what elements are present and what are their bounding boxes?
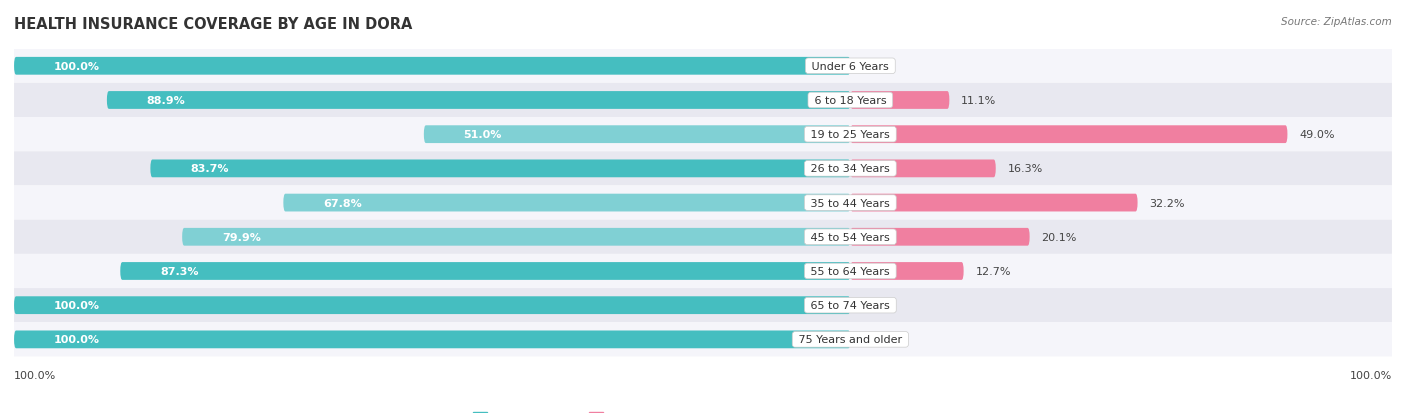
- FancyBboxPatch shape: [107, 92, 851, 109]
- FancyBboxPatch shape: [851, 126, 1288, 144]
- FancyBboxPatch shape: [851, 228, 1029, 246]
- Text: HEALTH INSURANCE COVERAGE BY AGE IN DORA: HEALTH INSURANCE COVERAGE BY AGE IN DORA: [14, 17, 412, 31]
- FancyBboxPatch shape: [851, 92, 949, 109]
- FancyBboxPatch shape: [14, 118, 1392, 152]
- FancyBboxPatch shape: [150, 160, 851, 178]
- FancyBboxPatch shape: [14, 297, 851, 314]
- Text: 0.0%: 0.0%: [862, 300, 890, 311]
- FancyBboxPatch shape: [121, 262, 851, 280]
- FancyBboxPatch shape: [14, 254, 1392, 288]
- Text: 100.0%: 100.0%: [1350, 370, 1392, 380]
- Text: 0.0%: 0.0%: [862, 335, 890, 344]
- Text: 45 to 54 Years: 45 to 54 Years: [807, 232, 893, 242]
- FancyBboxPatch shape: [14, 186, 1392, 220]
- FancyBboxPatch shape: [14, 50, 1392, 84]
- Text: 20.1%: 20.1%: [1042, 232, 1077, 242]
- Text: 26 to 34 Years: 26 to 34 Years: [807, 164, 893, 174]
- FancyBboxPatch shape: [14, 288, 1392, 323]
- Text: Under 6 Years: Under 6 Years: [808, 62, 893, 71]
- Legend: With Coverage, Without Coverage: With Coverage, Without Coverage: [470, 408, 717, 413]
- FancyBboxPatch shape: [183, 228, 851, 246]
- Text: Source: ZipAtlas.com: Source: ZipAtlas.com: [1281, 17, 1392, 26]
- FancyBboxPatch shape: [14, 323, 1392, 356]
- FancyBboxPatch shape: [14, 152, 1392, 186]
- FancyBboxPatch shape: [14, 58, 851, 76]
- Text: 35 to 44 Years: 35 to 44 Years: [807, 198, 893, 208]
- Text: 87.3%: 87.3%: [160, 266, 198, 276]
- Text: 79.9%: 79.9%: [222, 232, 262, 242]
- FancyBboxPatch shape: [423, 126, 851, 144]
- Text: 32.2%: 32.2%: [1150, 198, 1185, 208]
- Text: 100.0%: 100.0%: [53, 335, 100, 344]
- FancyBboxPatch shape: [851, 194, 1137, 212]
- Text: 100.0%: 100.0%: [14, 370, 56, 380]
- Text: 16.3%: 16.3%: [1008, 164, 1043, 174]
- Text: 51.0%: 51.0%: [464, 130, 502, 140]
- FancyBboxPatch shape: [14, 84, 1392, 118]
- Text: 65 to 74 Years: 65 to 74 Years: [807, 300, 893, 311]
- Text: 83.7%: 83.7%: [190, 164, 229, 174]
- Text: 88.9%: 88.9%: [146, 96, 186, 106]
- Text: 19 to 25 Years: 19 to 25 Years: [807, 130, 893, 140]
- Text: 100.0%: 100.0%: [53, 300, 100, 311]
- FancyBboxPatch shape: [14, 331, 851, 349]
- Text: 100.0%: 100.0%: [53, 62, 100, 71]
- Text: 67.8%: 67.8%: [323, 198, 361, 208]
- FancyBboxPatch shape: [851, 160, 995, 178]
- Text: 75 Years and older: 75 Years and older: [794, 335, 905, 344]
- Text: 11.1%: 11.1%: [962, 96, 997, 106]
- FancyBboxPatch shape: [14, 220, 1392, 254]
- Text: 0.0%: 0.0%: [862, 62, 890, 71]
- FancyBboxPatch shape: [284, 194, 851, 212]
- FancyBboxPatch shape: [851, 262, 963, 280]
- Text: 55 to 64 Years: 55 to 64 Years: [807, 266, 893, 276]
- Text: 12.7%: 12.7%: [976, 266, 1011, 276]
- Text: 6 to 18 Years: 6 to 18 Years: [811, 96, 890, 106]
- Text: 49.0%: 49.0%: [1299, 130, 1334, 140]
